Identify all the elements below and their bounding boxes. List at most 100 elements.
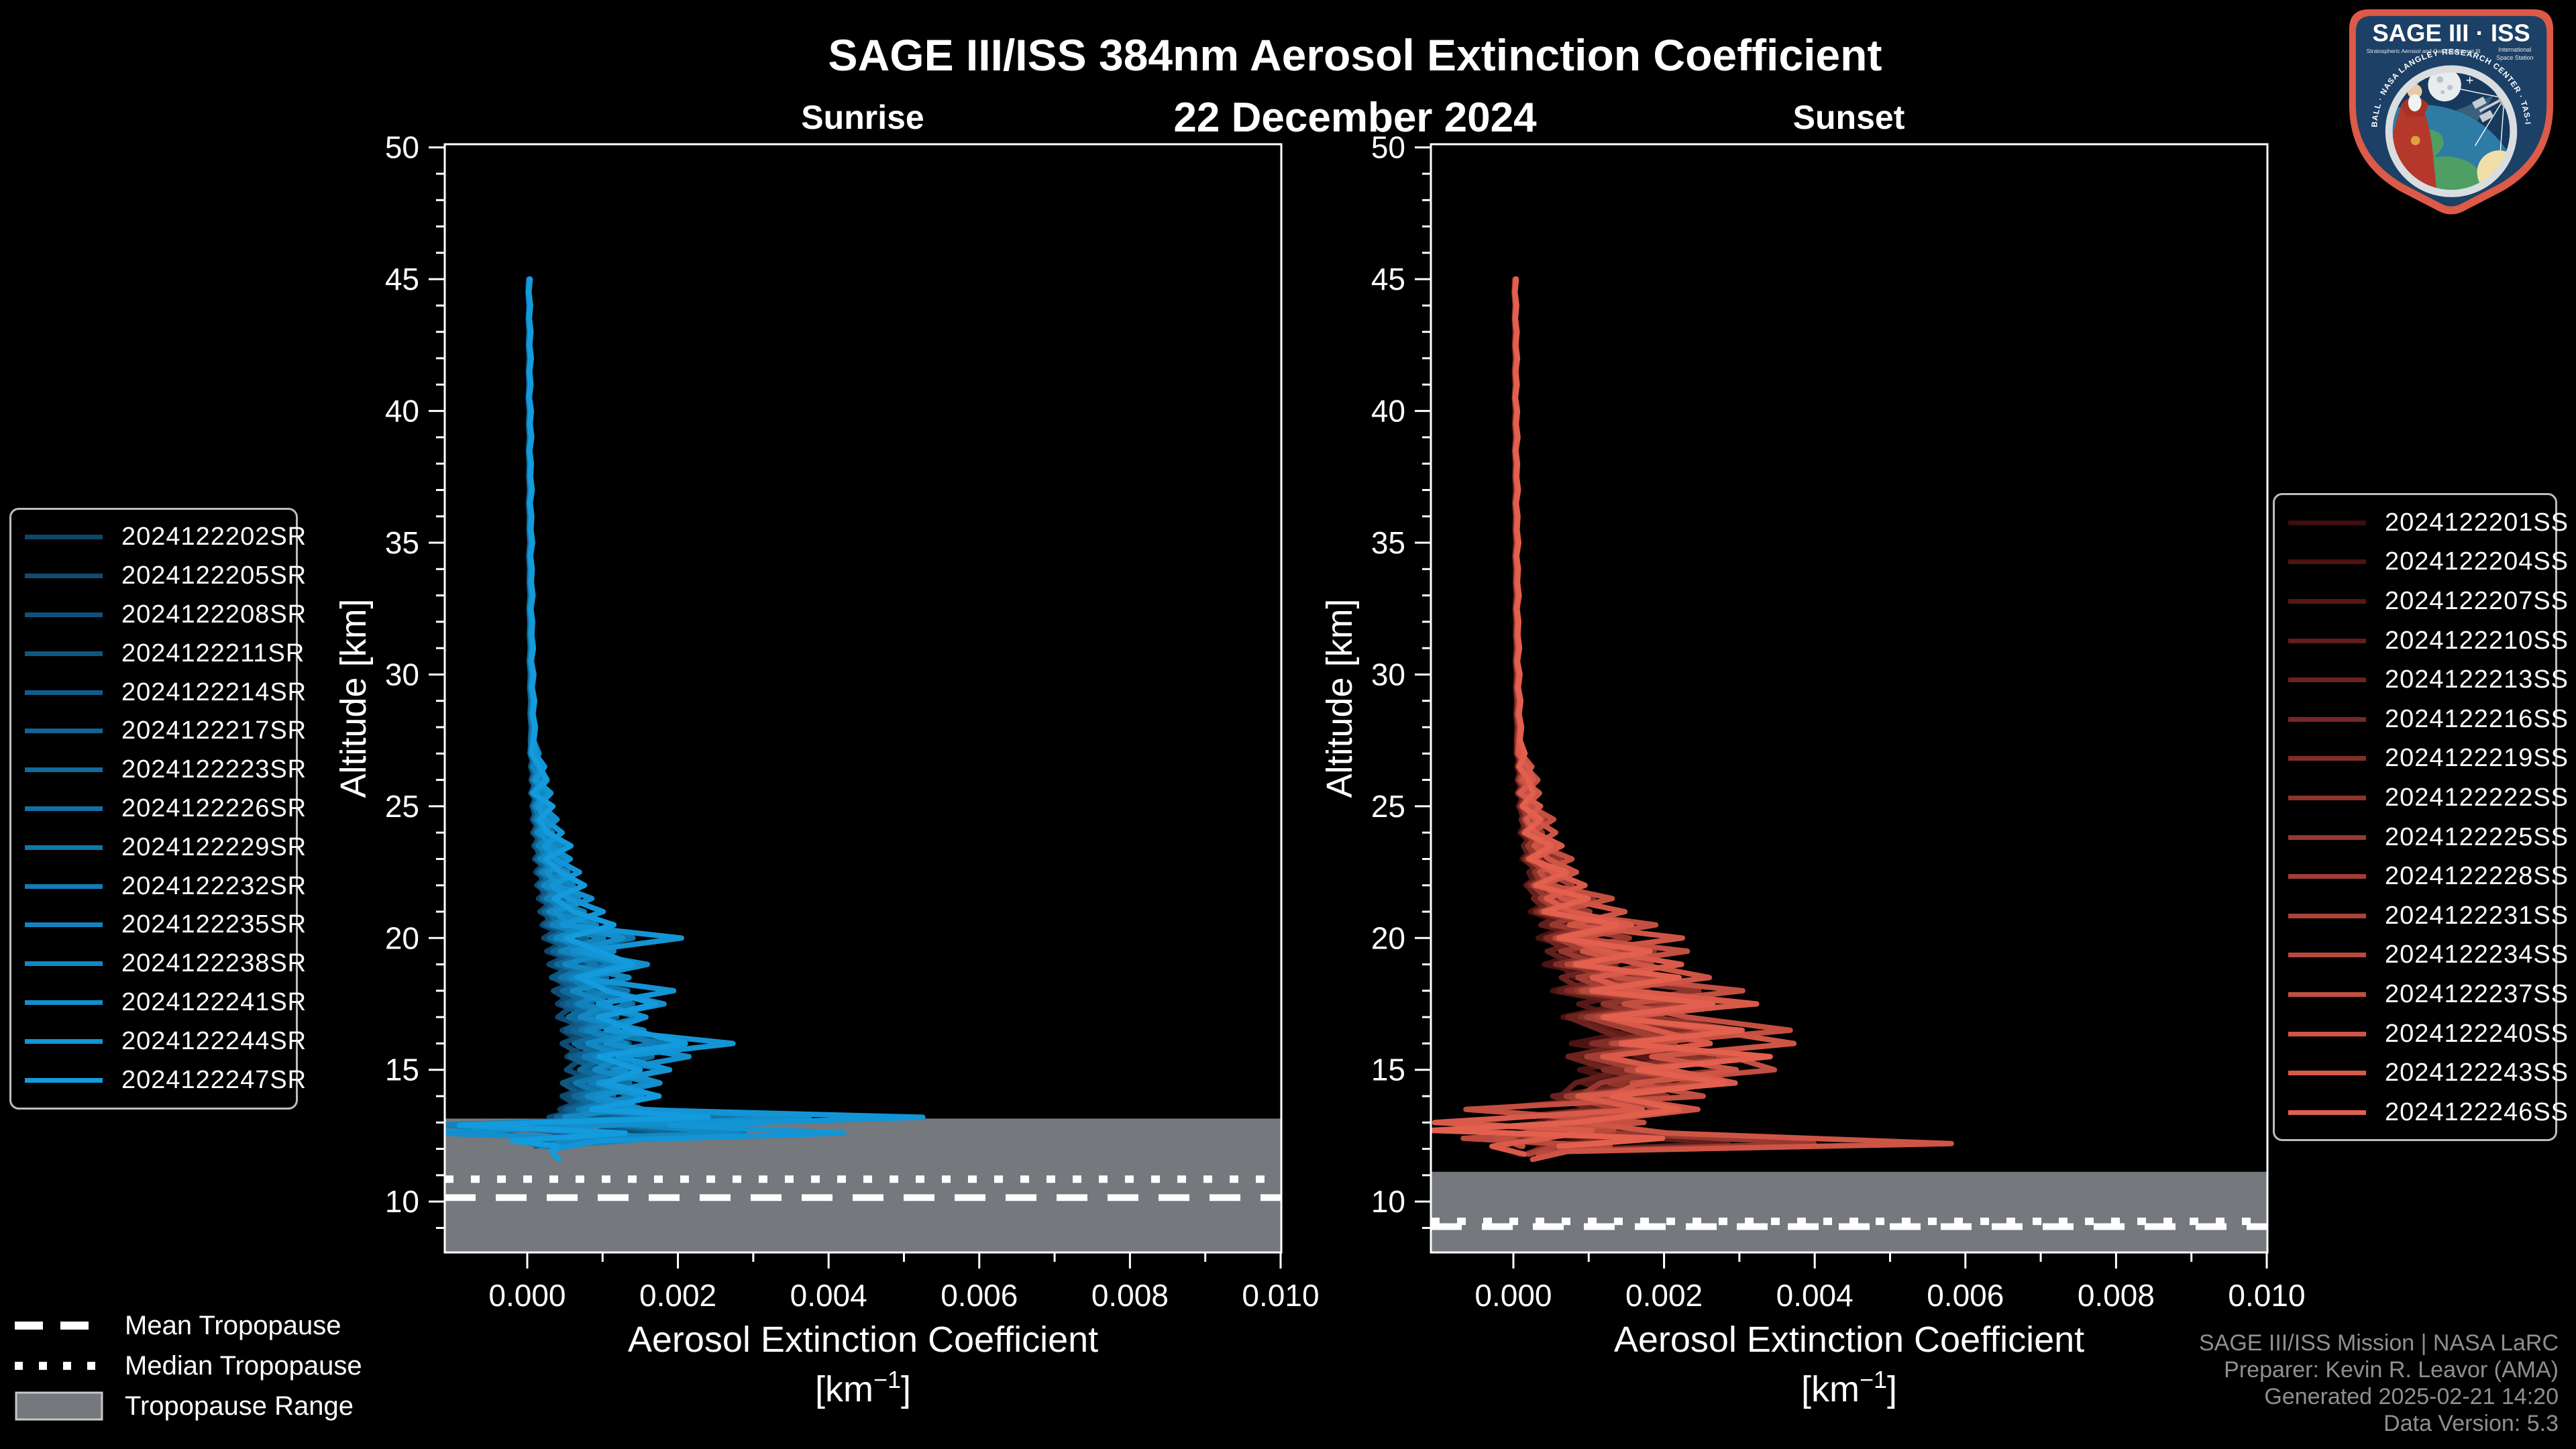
legend-label: 2024122210SS bbox=[2385, 626, 2569, 655]
plot-frame bbox=[443, 143, 1283, 1254]
legend-label: 2024122201SS bbox=[2385, 508, 2569, 537]
y-tick-label: 40 bbox=[385, 394, 419, 429]
legend-sunset: 2024122201SS 2024122204SS 2024122207SS 2024… bbox=[2273, 493, 2568, 1141]
legend-item: 2024122240SS bbox=[2288, 1014, 2568, 1054]
mission-patch-icon: SAGE III · ISS Stratospheric Aerosol and… bbox=[2342, 0, 2554, 215]
moon-crater bbox=[2447, 85, 2453, 91]
patch-subtitle-right1: International bbox=[2498, 46, 2531, 53]
legend-label: 2024122225SS bbox=[2385, 822, 2569, 851]
attribution-preparer: Preparer: Kevin R. Leavor (AMA) bbox=[2224, 1357, 2559, 1383]
y-tick-label: 30 bbox=[1371, 657, 1405, 692]
y-axis-label: Altitude [km] bbox=[333, 598, 374, 798]
legend-item: 2024122213SS bbox=[2288, 660, 2568, 700]
x-axis-label: Aerosol Extinction Coefficient bbox=[1614, 1320, 2084, 1360]
attribution-mission: SAGE III/ISS Mission | NASA LaRC bbox=[2198, 1330, 2559, 1356]
legend-line-swatch bbox=[25, 1077, 103, 1083]
sage-iii-iss-logo: SAGE III · ISS Stratospheric Aerosol and… bbox=[2342, 0, 2557, 221]
legend-label: 2024122243SS bbox=[2385, 1059, 2569, 1087]
y-tick-label: 20 bbox=[385, 920, 419, 955]
y-tick-label: 35 bbox=[1371, 525, 1405, 560]
x-axis-units: [km−1] bbox=[815, 1366, 911, 1409]
legend-line-swatch bbox=[25, 922, 103, 928]
patch-subtitle-right2: Space Station bbox=[2496, 54, 2533, 61]
legend-item: 2024122223SR bbox=[25, 751, 306, 790]
legend-item: 2024122216SS bbox=[2288, 700, 2568, 739]
x-tick-label: 0.008 bbox=[2078, 1278, 2155, 1313]
legend-line-swatch bbox=[2288, 520, 2366, 525]
legend-line-swatch bbox=[2288, 638, 2366, 643]
chart-subtitle-date: 22 December 2024 bbox=[1173, 95, 1537, 141]
legend-item: 2024122234SS bbox=[2288, 936, 2568, 975]
mean-tropopause-label: Mean Tropopause bbox=[125, 1310, 341, 1340]
earth-ocean bbox=[2389, 105, 2514, 194]
legend-label: 2024122214SR bbox=[121, 678, 307, 706]
y-tick-label: 25 bbox=[1371, 789, 1405, 824]
legend-label: 2024122228SS bbox=[2385, 862, 2569, 891]
legend-label: 2024122213SS bbox=[2385, 665, 2569, 694]
legend-sunrise: 2024122202SR 2024122205SR 2024122208SR 2024… bbox=[9, 508, 306, 1110]
legend-item: 2024122243SS bbox=[2288, 1053, 2568, 1093]
legend-item: 2024122208SR bbox=[25, 596, 306, 635]
legend-line-swatch bbox=[2288, 716, 2366, 722]
legend-label: 2024122232SR bbox=[121, 871, 307, 900]
legend-item: 2024122244SR bbox=[25, 1022, 306, 1061]
legend-label: 2024122205SR bbox=[121, 561, 307, 590]
sunrise-panel: 0.000 0.002 0.004 0.006 0.008 0.010 10 15 20 25 30… bbox=[333, 130, 1320, 1409]
tropopause-range-band bbox=[1431, 1171, 2267, 1252]
legend-label: 2024122208SR bbox=[121, 600, 307, 629]
legend-line-swatch bbox=[2288, 913, 2366, 918]
median-tropopause-label: Median Tropopause bbox=[125, 1350, 362, 1381]
tropopause-legend-mean: Mean Tropopause bbox=[15, 1305, 362, 1346]
y-tick-label: 15 bbox=[1371, 1053, 1405, 1087]
legend-line-swatch bbox=[2288, 598, 2366, 604]
tropopause-legend: Mean Tropopause Median Tropopause Tropop… bbox=[15, 1305, 362, 1426]
tropopause-range-swatch-icon bbox=[15, 1391, 103, 1421]
y-tick-label: 25 bbox=[385, 789, 419, 824]
legend-label: 2024122219SS bbox=[2385, 744, 2569, 773]
profile-line-2024122246SS bbox=[1431, 276, 1773, 1149]
legend-line-swatch bbox=[2288, 835, 2366, 840]
occultation-line bbox=[2474, 97, 2505, 146]
legend-line-swatch bbox=[2288, 756, 2366, 761]
legend-line-swatch bbox=[2288, 795, 2366, 800]
x-tick-label: 0.002 bbox=[639, 1278, 716, 1313]
legend-line-swatch bbox=[25, 767, 103, 773]
y-tick-label: 10 bbox=[1371, 1184, 1405, 1219]
y-tick-label: 40 bbox=[1371, 394, 1405, 429]
legend-line-swatch bbox=[25, 574, 103, 579]
x-tick-label: 0.008 bbox=[1091, 1278, 1169, 1313]
moon-crater bbox=[2440, 90, 2445, 95]
legend-line-swatch bbox=[2288, 1110, 2366, 1115]
legend-label: 2024122216SS bbox=[2385, 704, 2569, 733]
legend-item: 2024122241SR bbox=[25, 983, 306, 1022]
sunset-panel: 0.000 0.002 0.004 0.006 0.008 0.010 10 15 20 25 30… bbox=[1320, 130, 2306, 1409]
legend-label: 2024122226SR bbox=[121, 794, 307, 822]
legend-line-swatch bbox=[2288, 874, 2366, 879]
legend-label: 2024122211SR bbox=[121, 639, 305, 667]
legend-line-swatch bbox=[25, 612, 103, 617]
legend-item: 2024122211SR bbox=[25, 634, 304, 673]
legend-line-swatch bbox=[25, 883, 103, 889]
profile-line-2024122247SR bbox=[456, 276, 711, 1163]
y-tick-label: 35 bbox=[385, 525, 419, 560]
tropopause-legend-range: Tropopause Range bbox=[15, 1386, 362, 1426]
panel-title-sunrise: Sunrise bbox=[801, 99, 924, 136]
beard bbox=[2408, 94, 2422, 111]
plot-panels: 0.000 0.002 0.004 0.006 0.008 0.010 10 15 20 25 30… bbox=[333, 130, 2306, 1409]
legend-item: 2024122225SS bbox=[2288, 818, 2568, 857]
legend-line-swatch bbox=[25, 1038, 103, 1044]
legend-item: 2024122247SR bbox=[25, 1061, 306, 1099]
mean-tropopause-dash-icon bbox=[15, 1322, 103, 1330]
x-tick-label: 0.004 bbox=[790, 1278, 867, 1313]
legend-label: 2024122235SR bbox=[121, 910, 307, 939]
legend-line-swatch bbox=[25, 806, 103, 811]
legend-item: 2024122231SS bbox=[2288, 896, 2568, 936]
legend-label: 2024122223SR bbox=[121, 755, 307, 784]
legend-label: 2024122229SR bbox=[121, 833, 307, 861]
legend-label: 2024122234SS bbox=[2385, 941, 2569, 969]
legend-line-swatch bbox=[25, 961, 103, 967]
y-axis-label: Altitude [km] bbox=[1320, 598, 1360, 798]
legend-item: 2024122238SR bbox=[25, 945, 306, 983]
legend-item: 2024122219SS bbox=[2288, 739, 2568, 779]
